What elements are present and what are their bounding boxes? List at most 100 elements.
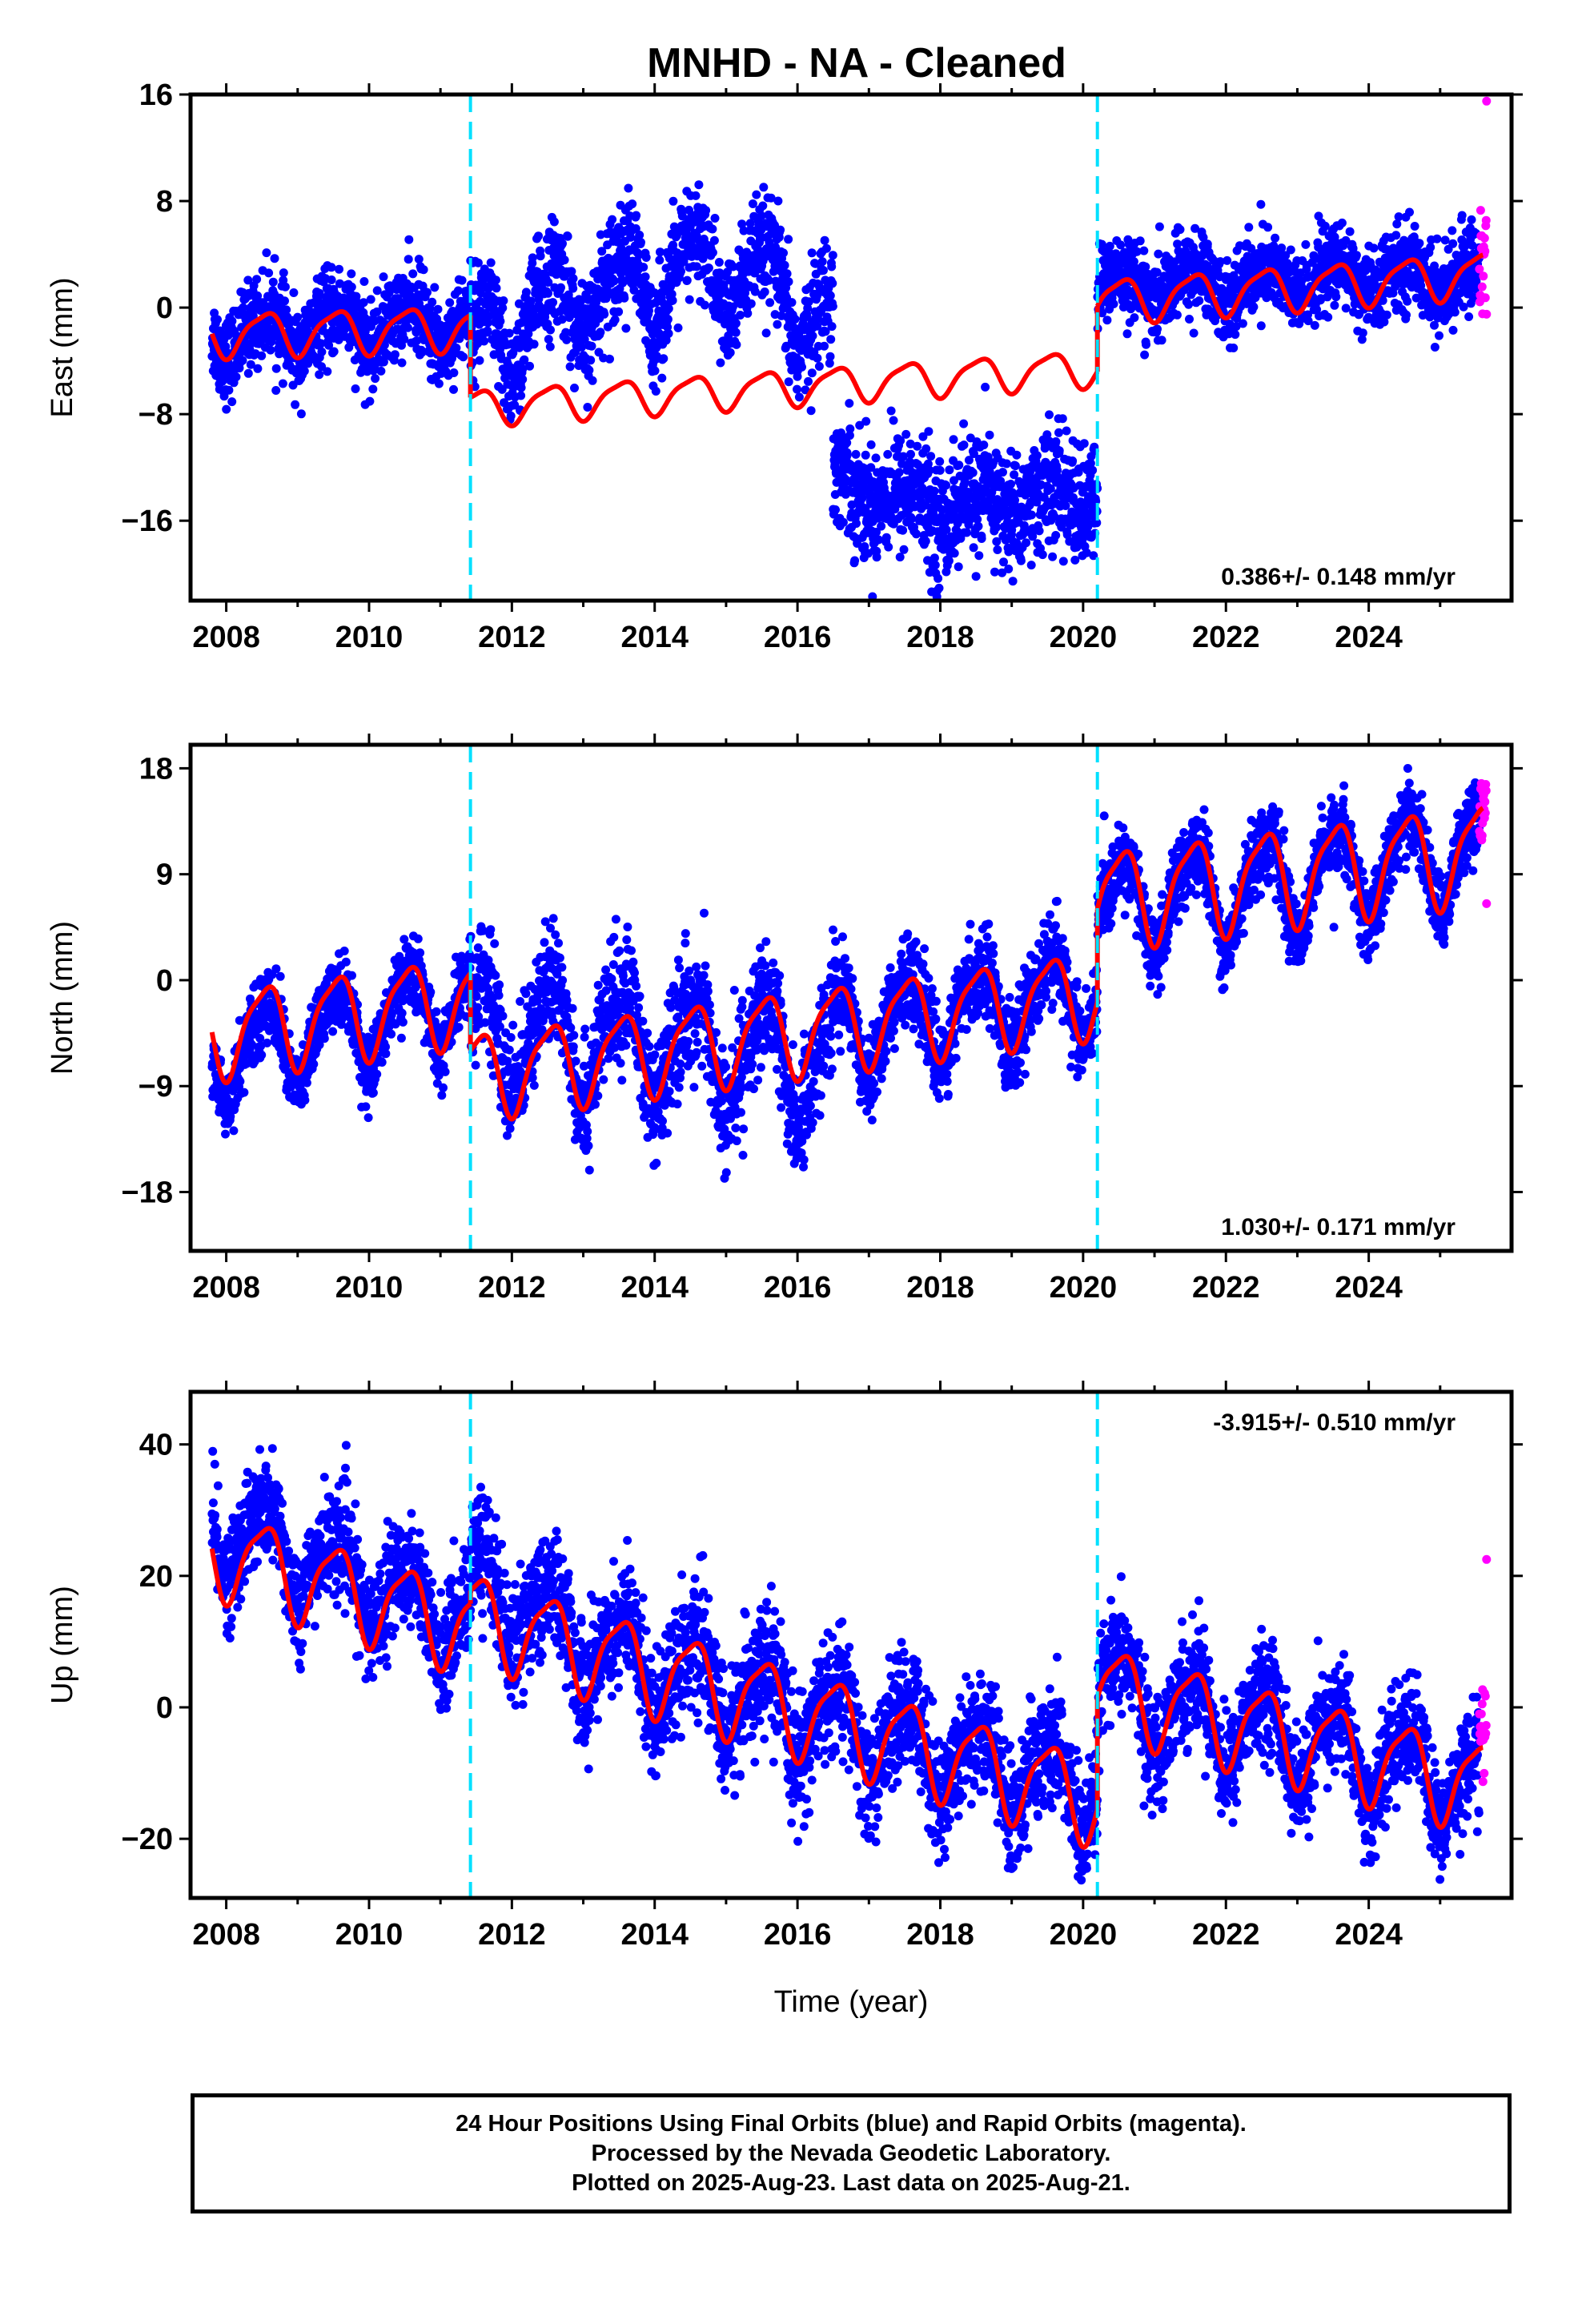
final-orbit-point [567, 267, 576, 276]
final-orbit-point [962, 528, 971, 537]
final-orbit-point [842, 450, 852, 460]
final-orbit-point [857, 493, 867, 503]
final-orbit-point [861, 416, 871, 426]
final-orbit-point [828, 279, 837, 288]
final-orbit-point [614, 307, 624, 316]
final-orbit-point [247, 1039, 256, 1049]
final-orbit-point [845, 431, 854, 440]
final-orbit-point [414, 255, 424, 264]
final-orbit-point [525, 361, 534, 371]
final-orbit-point [1007, 525, 1017, 535]
final-orbit-point [898, 452, 908, 461]
final-orbit-point [271, 386, 281, 395]
final-orbit-point [1054, 446, 1064, 456]
final-orbit-point [926, 452, 936, 461]
final-orbit-point [516, 391, 526, 400]
final-orbit-point [1388, 288, 1398, 298]
x-tick-label: 2014 [620, 621, 689, 654]
final-orbit-point [1086, 459, 1095, 468]
final-orbit-point [866, 463, 876, 472]
final-orbit-point [544, 288, 552, 298]
final-orbit-point [765, 298, 775, 308]
final-orbit-point [1341, 235, 1351, 245]
final-orbit-point [397, 358, 407, 368]
final-orbit-point [587, 341, 596, 351]
final-orbit-point [708, 247, 717, 257]
final-orbit-point [889, 416, 898, 425]
final-orbit-point [782, 269, 792, 279]
plot-area-north [207, 764, 1492, 1183]
y-tick-label: 8 [156, 185, 173, 219]
final-orbit-point [1122, 285, 1132, 295]
final-orbit-point [897, 459, 906, 468]
final-orbit-point [1089, 551, 1098, 561]
final-orbit-point [694, 180, 704, 190]
final-orbit-point [708, 224, 717, 234]
final-orbit-point [1394, 212, 1403, 222]
rapid-orbit-point [1477, 282, 1487, 292]
final-orbit-point [1402, 310, 1411, 320]
final-orbit-point [669, 196, 678, 206]
final-orbit-point [1082, 548, 1091, 557]
final-orbit-point [1247, 243, 1256, 253]
final-orbit-point [1320, 221, 1330, 231]
rapid-orbit-point [1480, 233, 1489, 243]
final-orbit-point [235, 1076, 245, 1086]
final-orbit-point [243, 275, 253, 285]
final-orbit-point [372, 286, 382, 296]
final-orbit-point [826, 335, 836, 344]
final-orbit-point [677, 267, 685, 276]
final-orbit-point [780, 260, 789, 270]
final-orbit-point [894, 468, 904, 477]
final-orbit-point [930, 561, 940, 570]
final-orbit-point [577, 342, 587, 352]
final-orbit-point [1042, 430, 1052, 440]
final-orbit-point [556, 283, 565, 292]
final-orbit-point [868, 592, 877, 601]
final-orbit-point [1185, 315, 1194, 324]
final-orbit-point [1238, 319, 1247, 328]
final-orbit-point [990, 567, 999, 577]
final-orbit-point [224, 385, 234, 395]
final-orbit-point [731, 319, 741, 328]
final-orbit-point [624, 183, 633, 193]
final-orbit-point [253, 364, 263, 373]
final-orbit-point [838, 517, 848, 527]
final-orbit-point [1002, 459, 1011, 468]
final-orbit-point [419, 265, 428, 275]
final-orbit-point [221, 1129, 230, 1139]
final-orbit-point [1321, 248, 1331, 258]
final-orbit-point [255, 1034, 265, 1043]
final-orbit-point [506, 411, 516, 420]
final-orbit-point [430, 283, 440, 292]
final-orbit-point [412, 336, 421, 345]
final-orbit-point [804, 376, 813, 386]
final-orbit-point [817, 257, 827, 267]
final-orbit-point [985, 430, 994, 440]
final-orbit-point [1062, 426, 1071, 436]
final-orbit-point [954, 562, 963, 572]
y-tick-label: 0 [156, 292, 173, 325]
final-orbit-point [246, 360, 255, 369]
final-orbit-point [668, 296, 677, 305]
final-orbit-point [918, 432, 928, 441]
final-orbit-point [366, 295, 375, 304]
final-orbit-point [317, 347, 327, 356]
final-orbit-point [329, 347, 339, 356]
final-orbit-point [1357, 335, 1367, 344]
final-orbit-point [529, 340, 539, 349]
final-orbit-point [825, 352, 835, 361]
final-orbit-point [518, 375, 528, 384]
final-orbit-point [1034, 526, 1044, 536]
final-orbit-point [873, 535, 883, 545]
final-orbit-point [807, 368, 817, 378]
final-orbit-point [813, 353, 822, 363]
x-tick-label: 2020 [1050, 621, 1118, 654]
final-orbit-point [745, 219, 755, 228]
final-orbit-point [561, 328, 571, 337]
final-orbit-point [1070, 555, 1080, 565]
final-orbit-point [895, 553, 905, 562]
final-orbit-point [610, 315, 620, 324]
final-orbit-point [1271, 233, 1280, 243]
final-orbit-point [942, 525, 951, 534]
